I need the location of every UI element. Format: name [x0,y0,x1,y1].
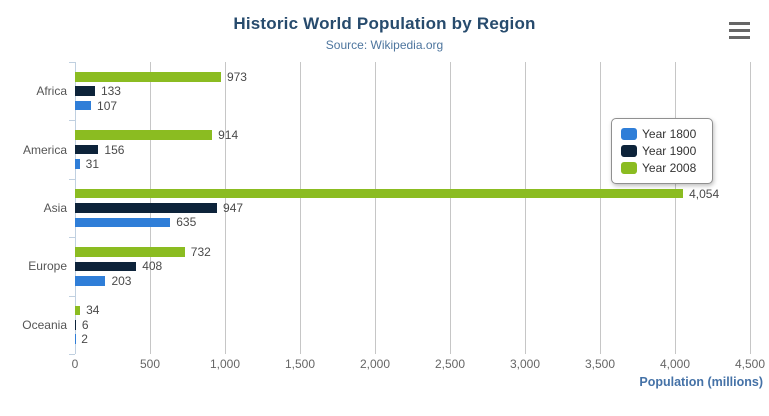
bar-year-2008-america[interactable] [75,130,213,140]
bar-year-1900-america[interactable] [75,144,99,155]
grid-line [600,62,601,354]
x-axis-label: 1,500 [284,357,316,371]
category-label-asia: Asia [43,201,67,215]
bar-year-2008-asia[interactable] [75,188,684,199]
x-axis-label: 4,000 [659,357,691,371]
x-axis-label: 3,500 [584,357,616,371]
x-axis-label: 2,500 [434,357,466,371]
bar-year-1900-oceania[interactable] [75,320,76,330]
value-label-year-1800-oceania: 2 [81,332,88,347]
bar-year-2008-oceania[interactable] [75,305,81,316]
category-axis-tick [69,354,75,355]
grid-line [225,62,226,354]
value-label-year-1800-europe: 203 [111,273,132,288]
value-label-year-2008-europe: 732 [190,245,211,259]
bar-year-2008-africa[interactable] [75,72,221,82]
legend-item-year-2008[interactable]: Year 2008 [621,160,704,176]
context-menu-button[interactable] [725,18,753,42]
x-axis-label: 4,500 [734,357,766,371]
legend-item-year-1800[interactable]: Year 1800 [621,126,704,142]
x-axis-label: 0 [71,357,79,371]
legend-symbol-year-1900 [621,145,637,157]
grid-line [525,62,526,354]
bar-year-1800-asia[interactable] [75,217,171,228]
value-label-year-1900-asia: 947 [223,201,244,215]
category-axis-tick [69,295,75,297]
value-label-year-1800-america: 31 [85,157,99,171]
value-label-year-1900-africa: 133 [100,84,121,99]
bar-year-2008-europe[interactable] [75,247,185,257]
category-axis-tick [69,120,75,122]
category-axis-tick [69,62,75,63]
x-axis-label: 2,000 [359,357,391,371]
value-label-year-2008-asia: 4,054 [689,186,720,201]
value-label-year-2008-america: 914 [218,128,239,143]
bar-year-1800-europe[interactable] [75,276,106,286]
legend-label: Year 1900 [642,144,697,158]
x-axis-label: 500 [139,357,161,371]
category-label-africa: Africa [36,84,67,99]
grid-line [300,62,301,354]
value-label-year-1800-africa: 107 [97,98,118,113]
value-label-year-1900-oceania: 6 [81,317,89,332]
grid-line [750,62,751,354]
category-label-europe: Europe [28,259,67,274]
legend-label: Year 2008 [642,161,697,175]
hamburger-bar [728,28,750,32]
x-axis-title: Population (millions) [639,375,763,389]
x-axis-label: 1,000 [209,357,241,371]
bar-year-1900-asia[interactable] [75,203,218,213]
value-label-year-2008-oceania: 34 [86,303,100,318]
legend-item-year-1900[interactable]: Year 1900 [621,143,704,159]
chart-subtitle: Source: Wikipedia.org [325,38,444,52]
grid-line [375,62,376,354]
value-label-year-1800-asia: 635 [176,215,197,230]
x-axis-label: 3,000 [509,357,541,371]
hamburger-bar [728,21,750,25]
category-label-america: America [22,142,67,157]
legend-label: Year 1800 [642,127,697,141]
grid-line [450,62,451,354]
legend: Year 1800 Year 1900 Year 2008 [611,118,713,184]
value-label-year-1900-america: 156 [104,142,125,157]
legend-symbol-year-1800 [621,128,637,140]
legend-symbol-year-2008 [621,162,637,174]
chart-title: Historic World Population by Region [233,14,536,33]
value-label-year-2008-africa: 973 [226,69,247,84]
bar-year-1900-africa[interactable] [75,86,95,96]
value-label-year-1900-europe: 408 [142,259,163,274]
bar-year-1800-africa[interactable] [75,100,92,111]
category-label-oceania: Oceania [22,317,67,332]
category-axis-tick [69,178,75,180]
grid-line [675,62,676,354]
bar-year-1900-europe[interactable] [75,261,137,272]
category-axis-tick [69,237,75,239]
bar-year-1800-america[interactable] [75,159,80,169]
hamburger-bar [728,35,750,39]
hamburger-icon [728,21,750,39]
